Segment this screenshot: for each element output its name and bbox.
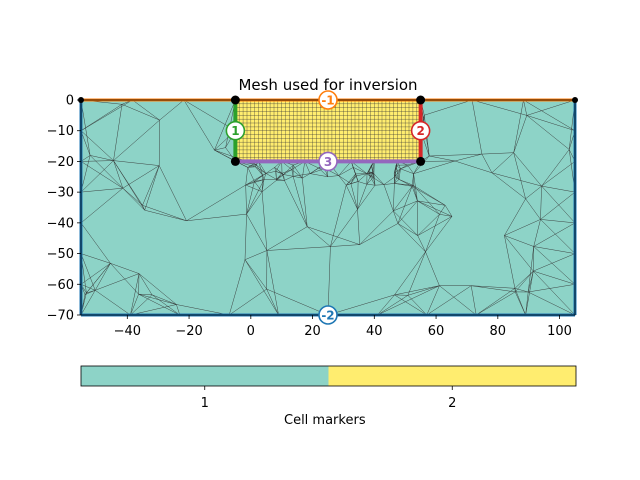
y-tick-label: −20 [47,155,74,170]
boundary-marker-label: -2 [321,309,334,323]
boundary-marker-badge [318,151,338,172]
x-tick-label: 80 [490,324,507,339]
colorbar-segment-1 [81,366,329,386]
y-tick-label: −30 [47,186,74,201]
boundary-marker-label: 2 [416,124,424,138]
x-tick-label: 0 [247,324,255,339]
y-tick-label: −60 [47,278,74,293]
boundary-marker-badge [318,305,338,325]
y-tick-label: −70 [47,309,74,324]
plot-title: Mesh used for inversion [238,76,418,94]
colorbar-tick-label: 2 [448,396,456,411]
boundary-marker-label: -1 [321,94,334,108]
corner-node [416,156,426,166]
colorbar-frame [80,365,577,387]
boundary-marker-badge [318,90,338,110]
axes-layer: −40 −20 0 20 40 60 80 100 0 −10 −20 −30 −40 −50 −60 −70 [47,94,576,339]
boundary-marker-label: 3 [324,155,332,169]
x-tick-label: 40 [366,324,383,339]
x-tick-label: 20 [304,324,321,339]
y-tick-label: −40 [47,216,74,231]
x-tick-label: 100 [547,324,572,339]
x-tick-label: −40 [114,324,141,339]
y-tick-label: −10 [47,124,74,139]
boundary-marker-badge [225,120,246,141]
x-tick-label: −20 [175,324,202,339]
colorbar-tick-label: 1 [201,396,209,411]
y-tick-label: 0 [66,94,74,109]
corner-node [230,156,240,166]
boundary-marker-badge [410,120,431,141]
y-tick-label: −50 [47,247,74,262]
x-tick-label: 60 [428,324,445,339]
mesh-layer [78,95,578,317]
colorbar-label: Cell markers [284,413,366,428]
boundary-marker-layer: -1 1 2 3 -2 [225,90,431,325]
boundary-marker-label: 1 [231,124,239,138]
colorbar-segment-2 [328,366,576,386]
